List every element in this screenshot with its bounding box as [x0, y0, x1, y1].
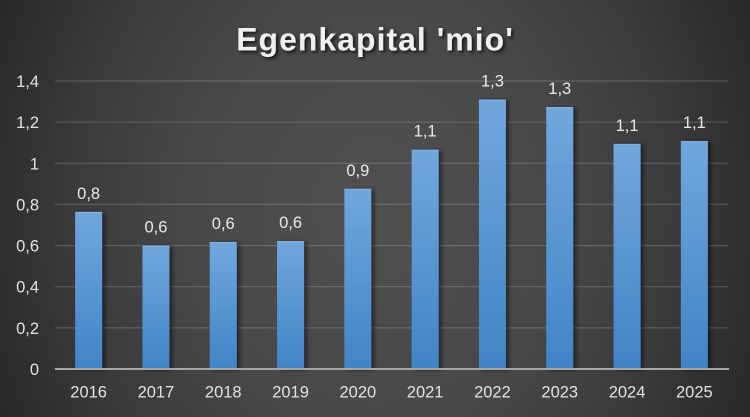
- svg-text:2025: 2025: [676, 384, 713, 402]
- svg-text:2021: 2021: [407, 384, 444, 402]
- svg-text:1: 1: [30, 155, 39, 173]
- svg-text:1,1: 1,1: [683, 114, 706, 132]
- svg-text:1,3: 1,3: [481, 73, 504, 91]
- svg-text:2020: 2020: [339, 384, 376, 402]
- svg-text:2019: 2019: [272, 384, 309, 402]
- svg-text:1,4: 1,4: [16, 73, 39, 91]
- svg-text:0,8: 0,8: [77, 185, 100, 203]
- svg-text:1,3: 1,3: [548, 80, 571, 98]
- svg-text:0,6: 0,6: [16, 238, 39, 256]
- svg-text:0,8: 0,8: [16, 196, 39, 214]
- svg-text:0,9: 0,9: [346, 162, 369, 180]
- svg-text:0: 0: [30, 361, 39, 379]
- svg-text:2017: 2017: [138, 384, 175, 402]
- svg-text:2023: 2023: [541, 384, 578, 402]
- svg-text:2016: 2016: [70, 384, 107, 402]
- svg-text:1,1: 1,1: [414, 123, 437, 141]
- svg-text:0,6: 0,6: [279, 214, 302, 232]
- svg-text:Egenkapital 'mio': Egenkapital 'mio': [236, 22, 514, 58]
- svg-text:2018: 2018: [205, 384, 242, 402]
- svg-text:2022: 2022: [474, 384, 511, 402]
- svg-text:0,4: 0,4: [16, 279, 39, 297]
- svg-text:0,6: 0,6: [144, 219, 167, 237]
- svg-text:0,6: 0,6: [212, 215, 235, 233]
- svg-text:1,1: 1,1: [616, 117, 639, 135]
- svg-text:2024: 2024: [609, 384, 646, 402]
- svg-text:1,2: 1,2: [16, 114, 39, 132]
- svg-text:0,2: 0,2: [16, 320, 39, 338]
